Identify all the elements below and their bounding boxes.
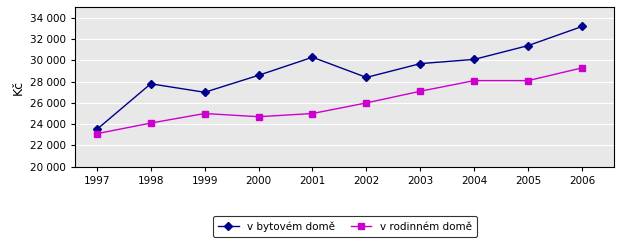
- v rodinném domě: [578, 66, 586, 69]
- v bytovém domě: [93, 128, 100, 131]
- v bytovém domě: [416, 62, 424, 65]
- v rodinném domě: [362, 101, 370, 104]
- v rodinném domě: [416, 90, 424, 93]
- v rodinném domě: [255, 115, 262, 118]
- Legend: v bytovém domě, v rodinném domě: v bytovém domě, v rodinném domě: [213, 216, 477, 237]
- v bytovém domě: [362, 76, 370, 79]
- v bytovém domě: [255, 74, 262, 77]
- v bytovém domě: [201, 91, 208, 94]
- v bytovém domě: [308, 56, 316, 59]
- v rodinném domě: [93, 132, 100, 135]
- v rodinném domě: [308, 112, 316, 115]
- v bytovém domě: [470, 58, 478, 61]
- v bytovém domě: [147, 82, 154, 85]
- Line: v rodinném domě: v rodinném domě: [94, 65, 585, 136]
- Line: v bytovém domě: v bytovém domě: [94, 24, 585, 132]
- v rodinném domě: [470, 79, 478, 82]
- v rodinném domě: [524, 79, 532, 82]
- v rodinném domě: [201, 112, 208, 115]
- v rodinném domě: [147, 122, 154, 124]
- v bytovém domě: [578, 25, 586, 28]
- v bytovém domě: [524, 44, 532, 47]
- Y-axis label: Kč: Kč: [12, 79, 24, 95]
